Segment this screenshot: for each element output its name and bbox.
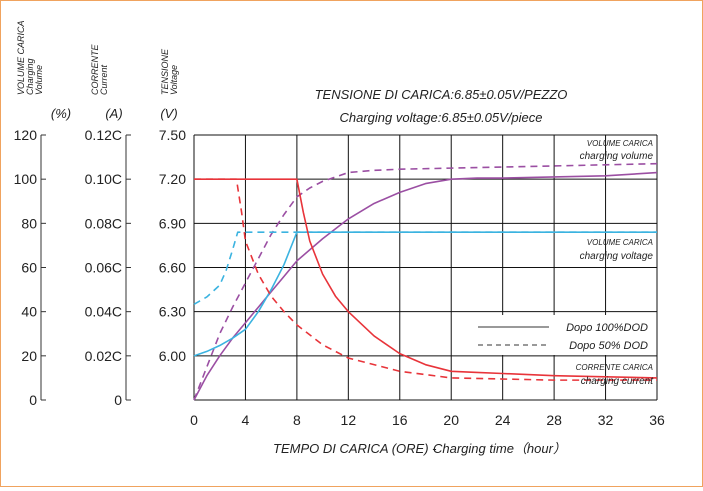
volume-tick-label-2: 80 [21,215,37,231]
voltage-tick-label-5: 6.00 [159,348,186,364]
volume-axis-title: VOLUME CARICA Charging Volume [16,20,44,95]
x-tick-label-36: 36 [649,412,665,428]
x-axis-label-en: Charging time（hour） [433,441,566,456]
series-line-charging-current-50dod [194,178,657,381]
current-tick-label-5: 0.02C [85,348,122,364]
voltage-tick-label-3: 6.60 [159,260,186,276]
x-axis-label-it: TEMPO DI CARICA (ORE) - [273,441,437,456]
voltage-annotation-en: charging voltage [580,251,654,262]
series-line-charging-voltage-100dod [193,231,657,357]
plot-grid [193,134,658,401]
voltage-axis-title-en: Voltage [169,65,179,95]
current-axis-title-en: Current [99,64,109,95]
current-tick-label-1: 0.10C [85,171,122,187]
volume-tick-label-0: 120 [14,127,38,143]
volume-annotation-it: VOLUME CARICA [587,139,653,148]
x-tick-label-28: 28 [546,412,562,428]
chart-subtitle: Charging voltage:6.85±0.05V/piece [340,110,543,125]
volume-axis-unit: (%) [51,106,71,121]
series-line-charging-voltage-50dod [193,231,657,306]
current-axis-title-it: CORRENTE [90,44,100,95]
x-tick-label-8: 8 [293,412,301,428]
series-layer [193,162,658,401]
voltage-axis-title-it: TENSIONE [160,48,170,95]
voltage-axis-unit: (V) [160,106,177,121]
voltage-tick-label-0: 7.50 [159,127,186,143]
voltage-axis-title: TENSIONE Voltage [160,48,179,95]
current-axis-title: CORRENTE Current [90,44,109,95]
x-tick-label-32: 32 [598,412,614,428]
x-tick-label-20: 20 [443,412,459,428]
volume-axis-title-en2: Volume [34,65,44,95]
current-axis-unit: (A) [105,106,122,121]
legend-label-50dod: Dopo 50% DOD [569,340,648,352]
series-line-charging-volume-100dod [193,171,658,401]
voltage-tick-label-4: 6.30 [159,304,186,320]
x-tick-label-12: 12 [341,412,357,428]
voltage-annotation-it: VOLUME CARICA [587,238,653,247]
current-tick-label-4: 0.04C [85,304,122,320]
series-line-charging-volume-50dod [193,162,658,401]
voltage-tick-label-2: 6.90 [159,215,186,231]
volume-annotation-en: charging volume [580,151,654,162]
current-tick-label-3: 0.06C [85,260,122,276]
current-annotation-it: CORRENTE CARICA [576,363,653,372]
volume-axis-title-en1: Charging [25,58,35,95]
volume-axis-title-it: VOLUME CARICA [16,20,26,95]
volume-tick-label-4: 40 [21,304,37,320]
voltage-tick-label-1: 7.20 [159,171,186,187]
current-tick-label-2: 0.08C [85,215,122,231]
x-tick-label-24: 24 [495,412,511,428]
volume-tick-label-6: 0 [29,392,37,408]
x-tick-label-16: 16 [392,412,408,428]
series-line-charging-current-100dod [194,178,658,379]
current-annotation-en: charging current [581,376,654,387]
x-tick-label-0: 0 [190,412,198,428]
chart-title: TENSIONE DI CARICA:6.85±0.05V/PEZZO [315,87,568,102]
current-tick-label-0: 0.12C [85,127,122,143]
x-tick-label-4: 4 [242,412,250,428]
volume-tick-label-3: 60 [21,260,37,276]
legend: Dopo 100%DOD Dopo 50% DOD [471,315,656,355]
left-axis-ticks: 7.50 7.20 6.90 6.60 6.30 6.00 120 100 80 60 40 20 0 0… [14,127,187,408]
legend-label-100dod: Dopo 100%DOD [566,322,648,334]
legend-background [471,315,656,355]
current-tick-label-6: 0 [114,392,122,408]
volume-tick-label-1: 100 [14,171,38,187]
x-axis-ticks: 0 4 8 12 16 20 24 28 32 36 [190,412,665,428]
volume-tick-label-5: 20 [21,348,37,364]
